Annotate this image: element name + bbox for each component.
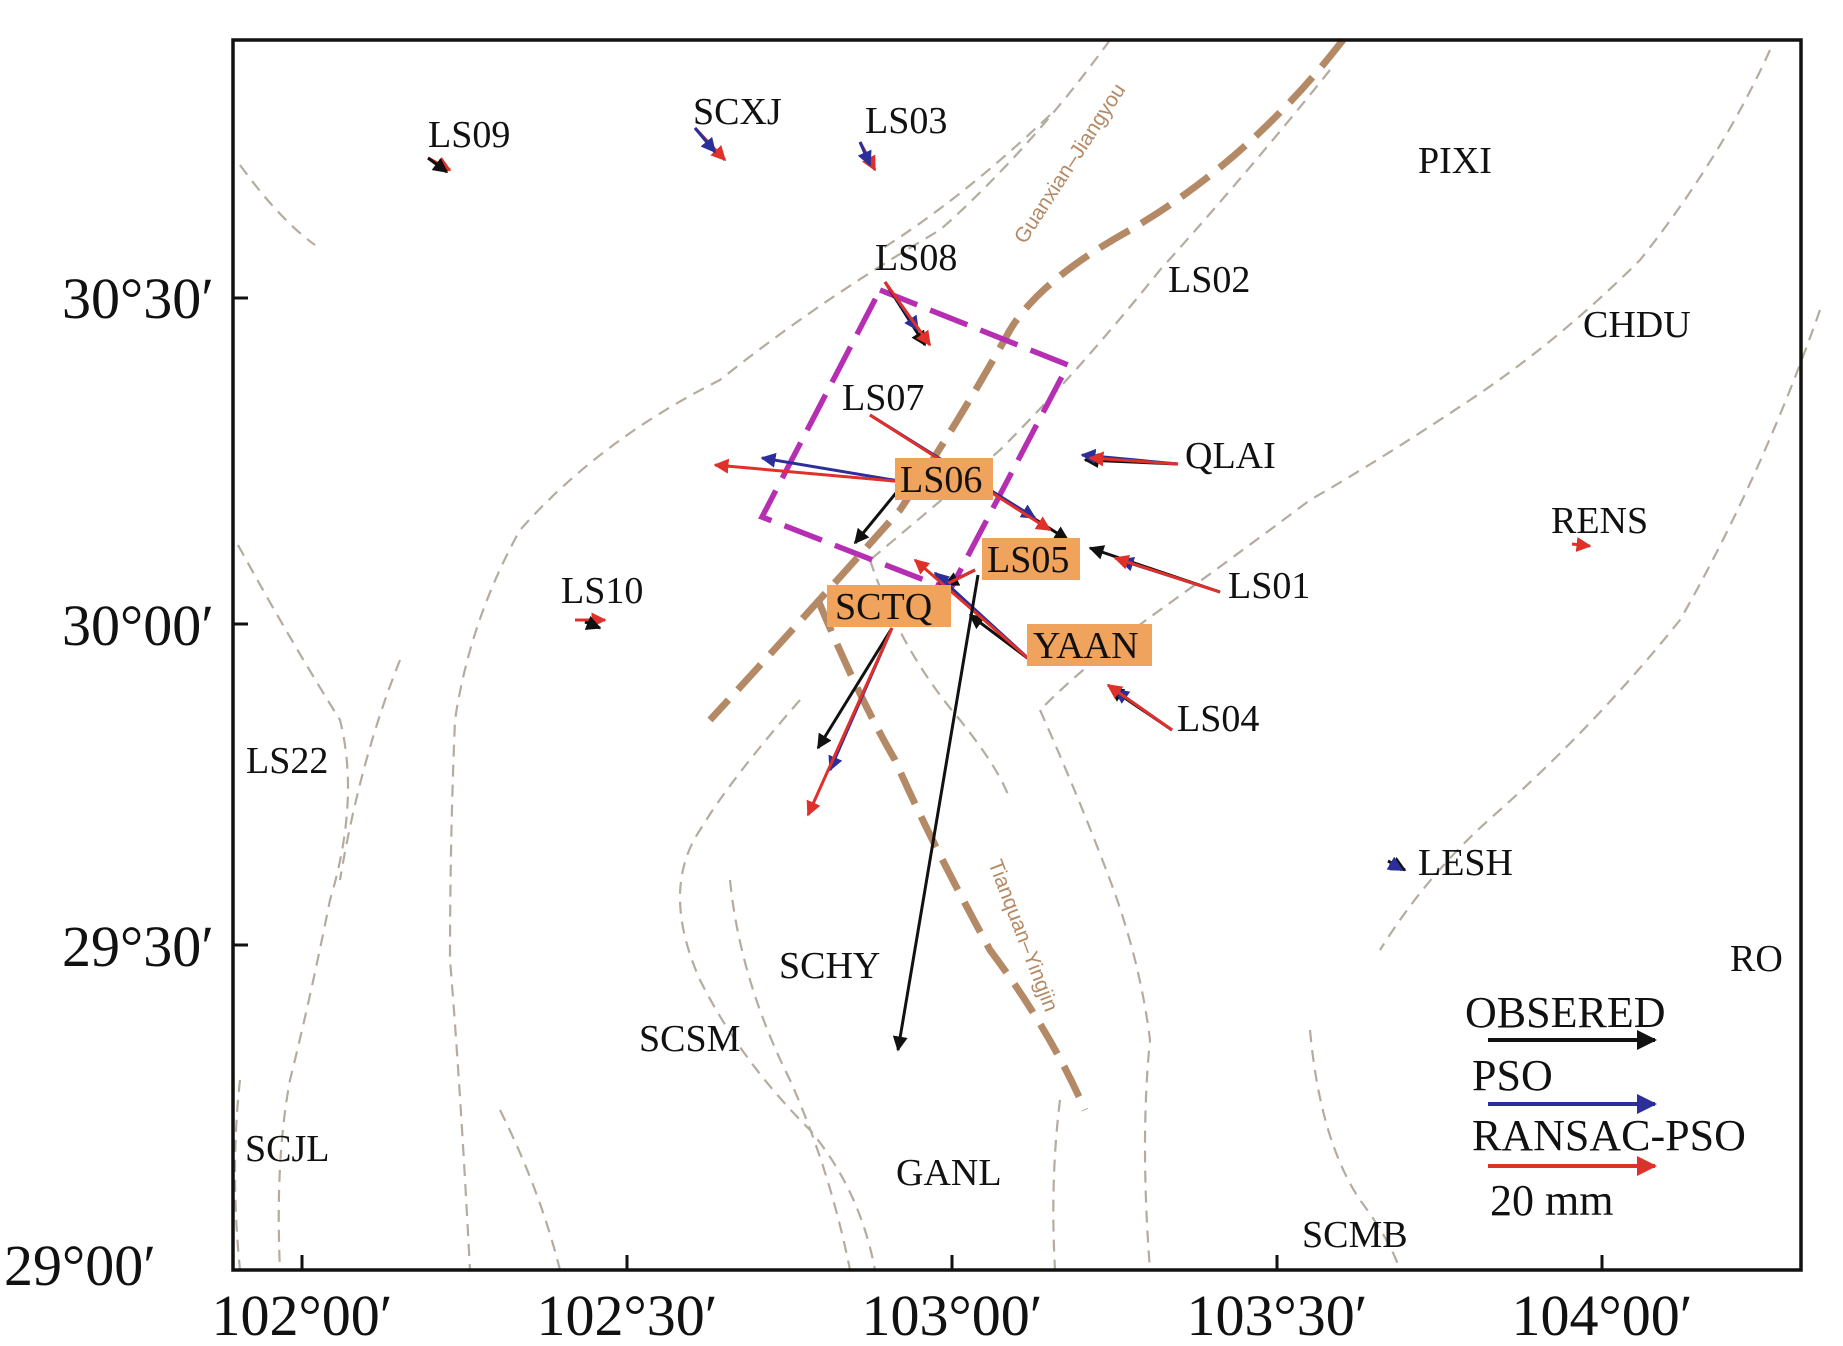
- station-label-highlight: LS05: [987, 539, 1069, 581]
- fault-label-guanxian: Guanxian–Jiangyou: [1010, 80, 1130, 248]
- ls03-arrow-b: [857, 141, 872, 167]
- station-label: QLAI: [1185, 435, 1276, 477]
- lon-tick-label: 102°00′: [212, 1283, 393, 1346]
- station-label-highlight: YAAN: [1033, 625, 1139, 667]
- station-label: SCHY: [779, 945, 880, 987]
- station-label: LS01: [1228, 565, 1310, 607]
- station-label: CHDU: [1583, 304, 1691, 346]
- lat-tick-label: 29°00′: [4, 1233, 156, 1298]
- lat-tick-label: 30°00′: [62, 593, 214, 658]
- station-label: SCXJ: [693, 91, 782, 133]
- station-label-highlight: SCTQ: [835, 586, 932, 628]
- ls06-ransac-arrow: [713, 458, 906, 484]
- lon-tick-label: 102°30′: [537, 1283, 718, 1346]
- station-label: GANL: [896, 1152, 1002, 1194]
- axis-ticks: [233, 296, 1604, 1270]
- station-label: LESH: [1418, 842, 1513, 884]
- yaan-long-observed-arrow: [892, 574, 980, 1052]
- highlighted-stations: LS06 LS05 SCTQ YAAN: [827, 458, 1152, 667]
- station-label: LS02: [1168, 259, 1250, 301]
- sctq-observed-arrow: [816, 627, 894, 750]
- map-frame: [231, 38, 1803, 1272]
- ls06-pso-arrow: [760, 452, 906, 484]
- legend-observed-label: OBSERED: [1465, 988, 1665, 1037]
- ls09-arrow-k: [427, 156, 449, 174]
- legend-pso-label: PSO: [1472, 1051, 1553, 1100]
- rens-arrow: [1571, 537, 1592, 552]
- legend-scale-label: 20 mm: [1490, 1176, 1613, 1225]
- scxj-arrow-b: [693, 127, 717, 154]
- station-label: RENS: [1551, 500, 1648, 542]
- station-label: SCJL: [245, 1128, 329, 1170]
- station-label: PIXI: [1418, 140, 1492, 182]
- station-label: LS08: [875, 237, 957, 279]
- lesh-arrow-b: [1386, 856, 1404, 872]
- ls04-ransac-arrow: [1106, 683, 1173, 732]
- lat-tick-label: 30°30′: [62, 266, 214, 331]
- station-label: LS04: [1177, 698, 1259, 740]
- ls10-arrow-k: [584, 616, 602, 630]
- station-label: LS07: [842, 377, 924, 419]
- ls01-ransac-arrow: [1113, 555, 1221, 594]
- sctq-ransac-arrow: [806, 627, 894, 817]
- lon-tick-label: 103°30′: [1187, 1283, 1368, 1346]
- station-label: LS09: [428, 114, 510, 156]
- lon-tick-label: 103°00′: [862, 1283, 1043, 1346]
- station-label: LS10: [561, 570, 643, 612]
- qlai-ransac-arrow: [1088, 451, 1179, 467]
- station-label: SCMB: [1302, 1214, 1408, 1256]
- lat-tick-label: 29°30′: [62, 914, 214, 979]
- legend: OBSERED PSO RANSAC-PSO 20 mm: [1465, 988, 1746, 1225]
- ls08-ransac-arrow: [883, 281, 932, 347]
- station-label: LS22: [246, 740, 328, 782]
- station-label: RO: [1730, 938, 1783, 980]
- station-labels: LS09 SCXJ LS03 PIXI LS08 LS02 CHDU LS07 …: [245, 91, 1783, 1256]
- tianquan-yingjin-fault: [814, 598, 1089, 1112]
- station-label-highlight: LS06: [900, 459, 982, 501]
- guanxian-jiangyou-fault: [707, 37, 1346, 723]
- station-label: LS03: [865, 100, 947, 142]
- major-faults: [707, 37, 1346, 1112]
- displacement-vectors: [427, 126, 1592, 1052]
- lon-tick-label: 104°00′: [1512, 1283, 1693, 1346]
- station-label: SCSM: [639, 1018, 740, 1060]
- legend-ransac-label: RANSAC-PSO: [1472, 1111, 1746, 1160]
